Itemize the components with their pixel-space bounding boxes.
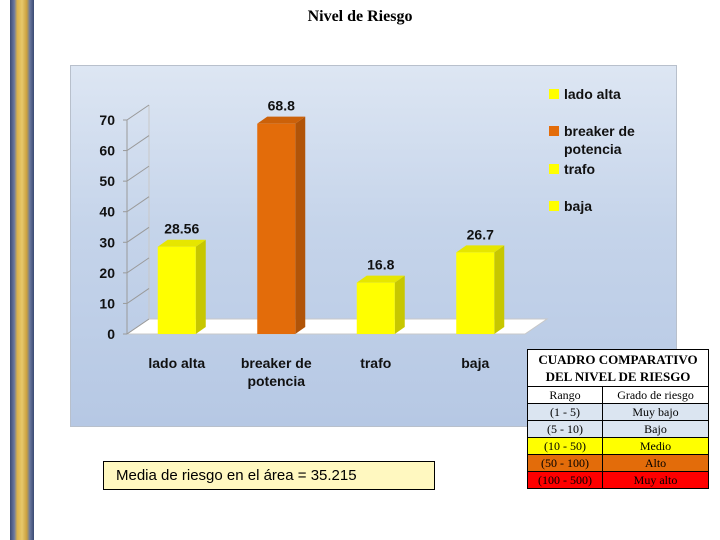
legend-label: potencia xyxy=(564,141,622,157)
y-tick-label: 40 xyxy=(99,204,115,220)
y-tick-diagonal xyxy=(126,257,150,274)
range-cell: (1 - 5) xyxy=(526,403,604,421)
grade-cell: Muy bajo xyxy=(602,403,709,421)
legend-label: baja xyxy=(564,198,592,214)
decorative-sidebar xyxy=(10,0,34,540)
table-title-line2: DEL NIVEL DE RIESGO xyxy=(545,369,691,384)
x-tick-label: baja xyxy=(461,355,489,371)
table-header-range: Rango xyxy=(526,386,604,404)
y-tick-label: 30 xyxy=(99,234,115,250)
bar-top xyxy=(257,116,306,124)
range-cell: (50 - 100) xyxy=(526,454,604,472)
legend-swatch xyxy=(549,164,559,174)
data-label: 16.8 xyxy=(367,257,394,273)
legend-label: breaker de xyxy=(564,123,635,139)
range-cell: (5 - 10) xyxy=(526,420,604,438)
y-tick-label: 60 xyxy=(99,143,115,159)
y-tick-label: 10 xyxy=(99,295,115,311)
table-body: (1 - 5) Muy bajo (5 - 10) Bajo (10 - 50) Medi… xyxy=(526,403,709,489)
data-label: 68.8 xyxy=(268,98,295,114)
grade-cell: Alto xyxy=(602,454,709,472)
y-tick-diagonal xyxy=(126,165,150,182)
page-title: Nivel de Riesgo xyxy=(307,8,413,25)
y-tick-diagonal xyxy=(126,104,150,121)
x-tick-label: trafo xyxy=(360,355,391,371)
mean-risk-box: Media de riesgo en el área = 35.215 xyxy=(103,461,435,490)
legend-label: lado alta xyxy=(564,86,621,102)
bar-side xyxy=(295,116,306,334)
range-cell: (100 - 500) xyxy=(526,471,604,489)
grade-cell: Bajo xyxy=(602,420,709,438)
bar-top xyxy=(456,245,505,253)
y-tick-diagonal xyxy=(126,226,150,243)
table-row: (100 - 500) Muy alto xyxy=(526,471,709,489)
bar xyxy=(356,282,395,334)
risk-comparison-table: CUADRO COMPARATIVO DEL NIVEL DE RIESGO R… xyxy=(526,349,709,489)
chart-panel: 0 10 20 30 40 50 60 70 28.56 lado alta 68.8 breaker… xyxy=(70,65,677,427)
grade-cell: Muy alto xyxy=(602,471,709,489)
y-tick-label: 50 xyxy=(99,173,115,189)
table-title-line1: CUADRO COMPARATIVO xyxy=(538,352,698,367)
x-tick-label: lado alta xyxy=(148,355,205,371)
legend-swatch xyxy=(549,89,559,99)
grade-cell: Medio xyxy=(602,437,709,455)
legend-label: trafo xyxy=(564,161,595,177)
bar-side xyxy=(394,275,405,334)
table-row: (10 - 50) Medio xyxy=(526,437,709,455)
y-tick-label: 0 xyxy=(107,326,115,342)
bar-top xyxy=(356,275,405,283)
data-label: 28.56 xyxy=(164,221,199,237)
range-cell: (10 - 50) xyxy=(526,437,604,455)
table-row: (50 - 100) Alto xyxy=(526,454,709,472)
bar-side xyxy=(494,245,505,334)
y-tick-diagonal xyxy=(126,318,150,335)
x-tick-label: breaker de xyxy=(241,355,312,371)
table-header-grade: Grado de riesgo xyxy=(602,386,709,404)
x-tick-label: potencia xyxy=(247,373,305,389)
bar xyxy=(157,246,196,334)
table-title: CUADRO COMPARATIVO DEL NIVEL DE RIESGO xyxy=(527,349,709,387)
data-label: 26.7 xyxy=(467,226,494,242)
table-row: (5 - 10) Bajo xyxy=(526,420,709,438)
table-row: (1 - 5) Muy bajo xyxy=(526,403,709,421)
y-tick-diagonal xyxy=(126,196,150,213)
bar-side xyxy=(195,239,206,334)
y-tick-diagonal xyxy=(126,135,150,151)
legend-swatch xyxy=(549,201,559,211)
y-tick-diagonal xyxy=(126,288,150,304)
y-tick-label: 70 xyxy=(99,112,115,128)
y-tick-label: 20 xyxy=(99,265,115,281)
legend-swatch xyxy=(549,126,559,136)
bar xyxy=(257,123,296,334)
bar-chart: 0 10 20 30 40 50 60 70 28.56 lado alta 68.8 breaker… xyxy=(99,86,635,389)
bar xyxy=(456,252,495,334)
bar-top xyxy=(157,239,206,247)
